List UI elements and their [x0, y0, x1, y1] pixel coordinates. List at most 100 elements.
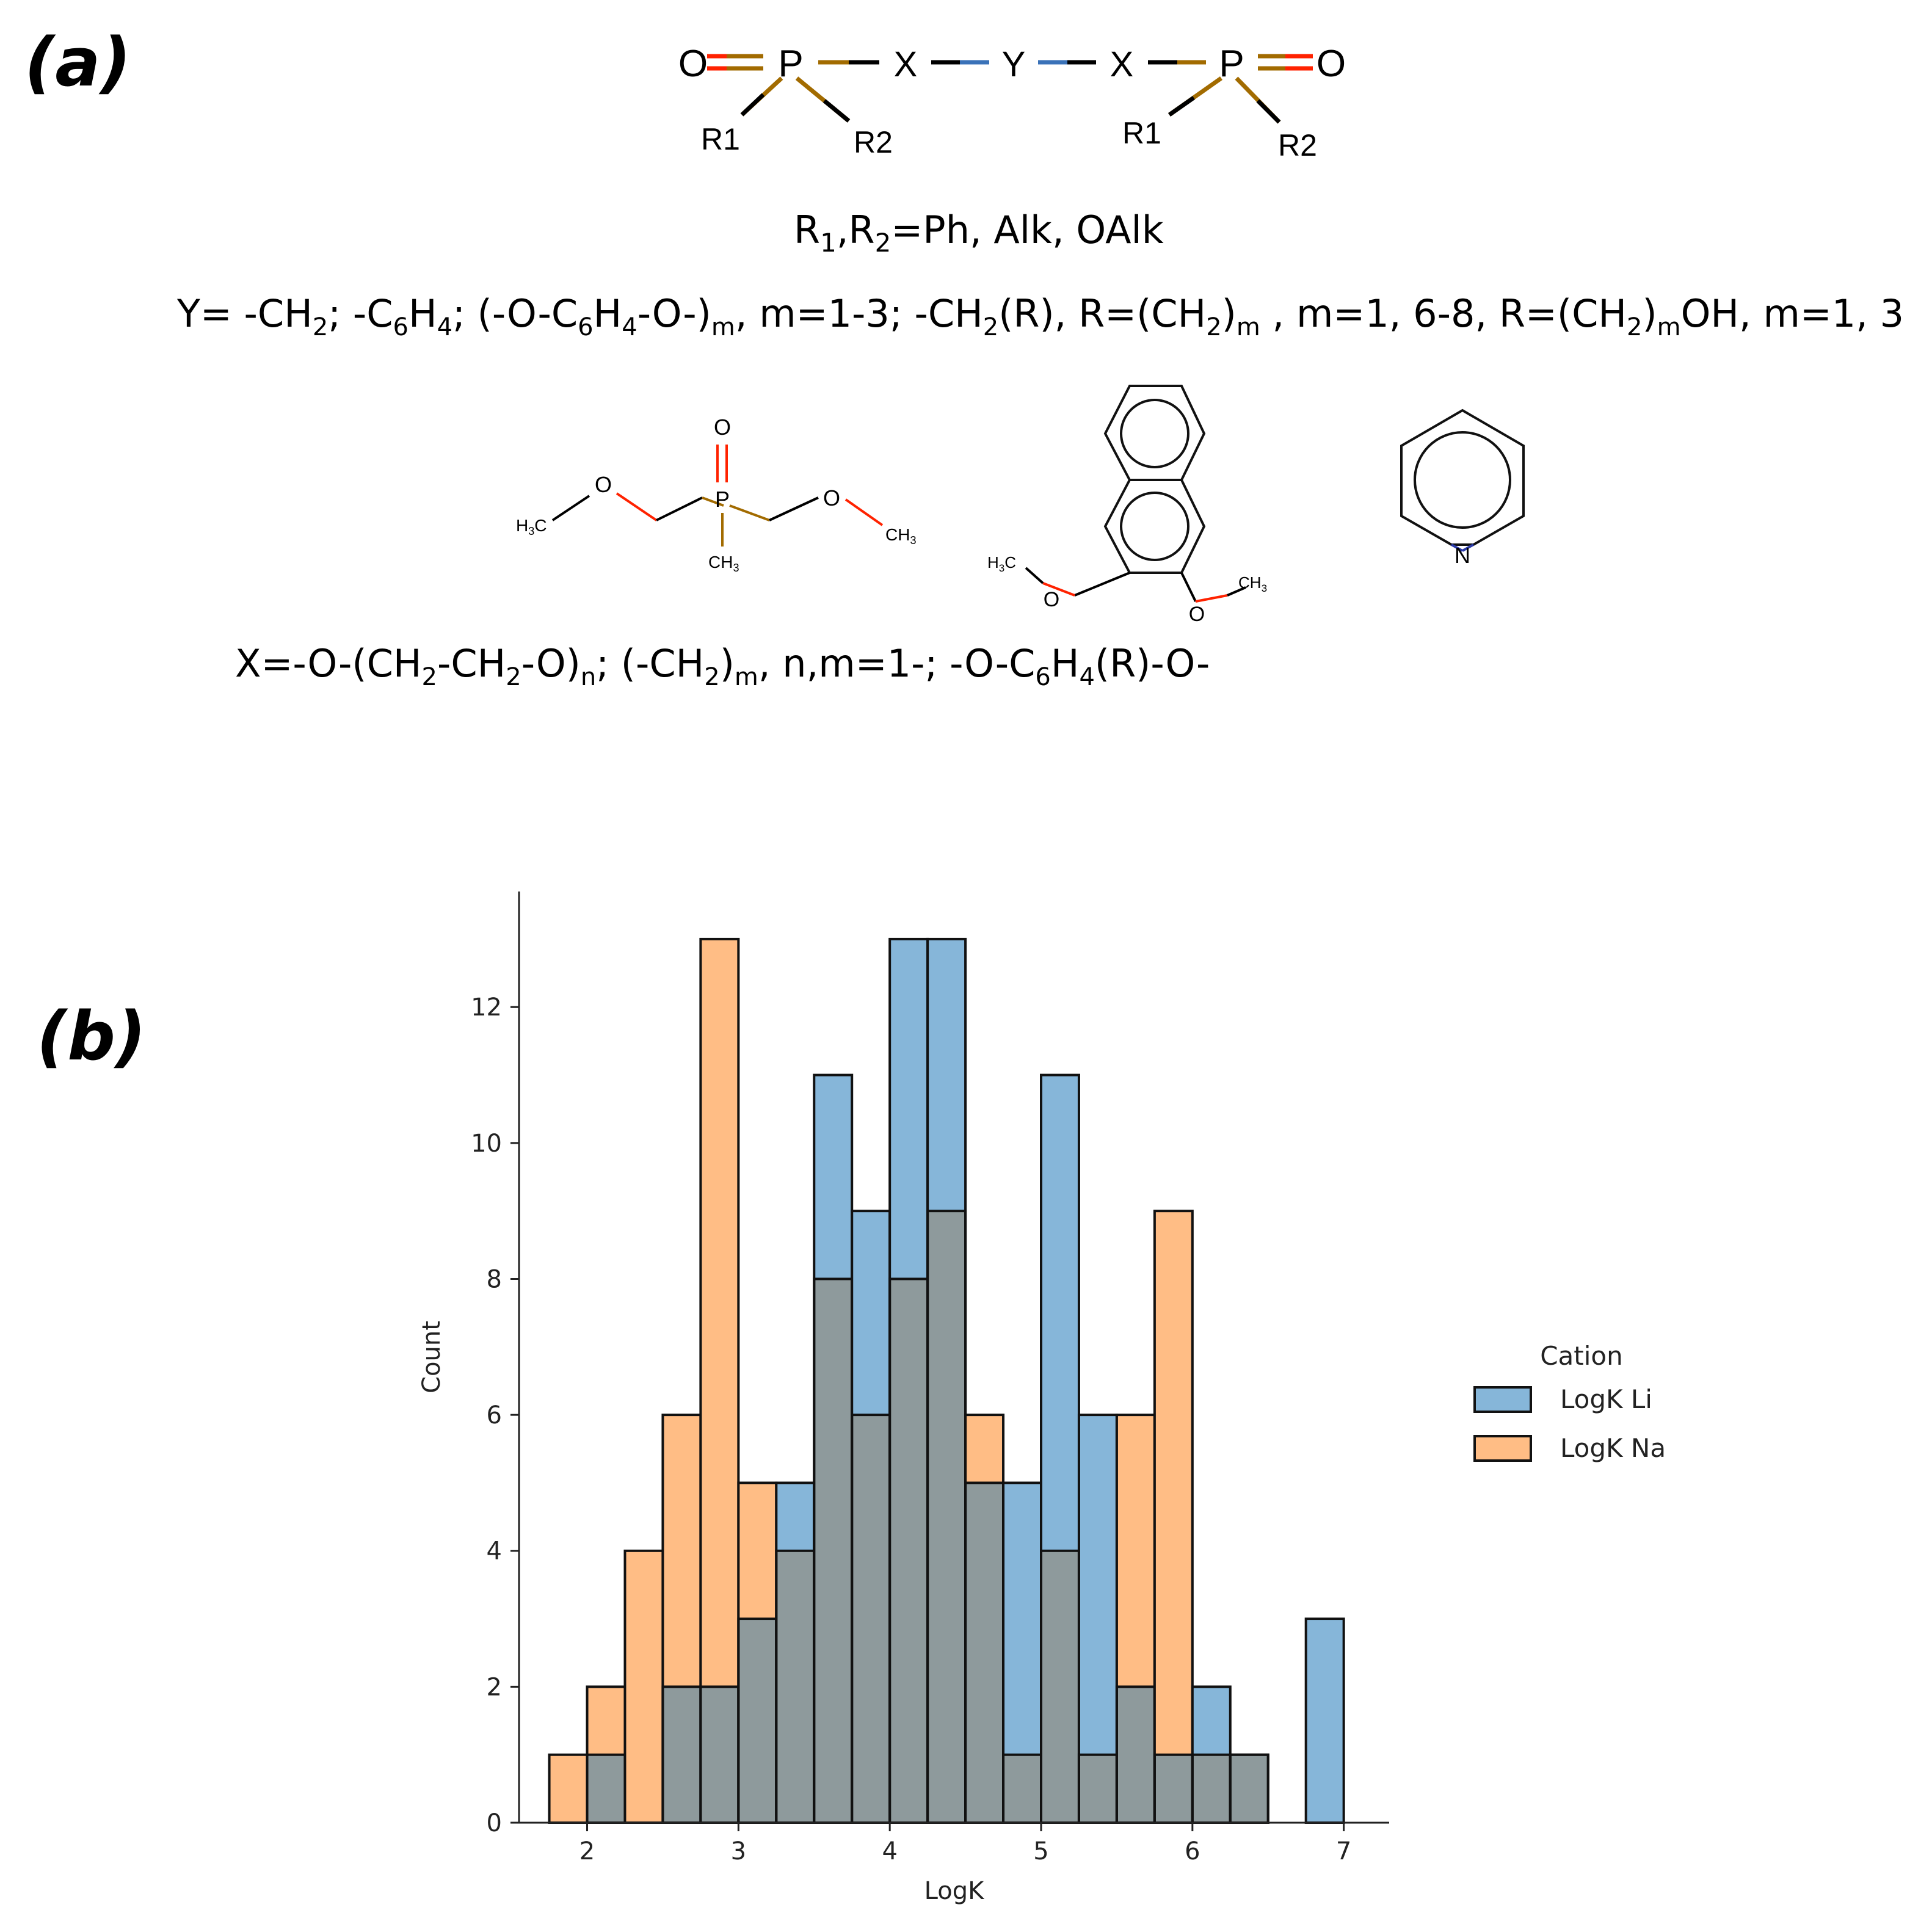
m1-phosphorus: P — [715, 487, 730, 512]
m1-methyl-label: CH3 — [708, 553, 739, 574]
bar-overlap — [700, 1687, 739, 1823]
m3-ring — [1400, 409, 1525, 546]
x-tick-label: 7 — [1336, 1837, 1351, 1865]
bar-na — [1154, 1211, 1193, 1755]
bar-overlap — [776, 1550, 815, 1823]
logk-histogram: 2 3 4 5 6 7 0 2 4 6 8 10 12 LogK Count — [418, 892, 1389, 1905]
legend-label-li: LogK Li — [1560, 1384, 1652, 1414]
y-tick-label: 8 — [487, 1265, 502, 1293]
y-tick-label: 6 — [487, 1401, 502, 1429]
m2-oxygen: O — [1044, 588, 1059, 611]
right-r1-label: R1 — [1122, 116, 1161, 150]
left-phosphorus-atom: P — [778, 43, 803, 85]
y-axis-label: Count — [418, 1321, 446, 1393]
bar-overlap — [1192, 1754, 1230, 1823]
m2-bond — [1042, 582, 1075, 597]
bar-li — [1078, 1415, 1117, 1755]
m1-oxygen: O — [714, 415, 731, 440]
m3-bond — [1462, 543, 1474, 552]
histogram-bars — [548, 937, 1345, 1825]
right-r1-bond-end — [1168, 96, 1196, 117]
right-x-atom: X — [1110, 45, 1134, 84]
right-phosphorus-atom: P — [1219, 43, 1244, 85]
right-r2-bond-end — [1256, 99, 1281, 124]
bar-na — [587, 1687, 625, 1755]
legend-swatch-li — [1473, 1386, 1532, 1413]
bar-li — [928, 939, 966, 1211]
x-tick-label: 3 — [731, 1837, 746, 1865]
m2-bond — [1180, 572, 1197, 602]
m1-oxygen: O — [823, 485, 840, 510]
molecule-dimethoxynaphthalene: O O H3C CH3 — [987, 385, 1267, 626]
y-tick-label: 2 — [487, 1673, 502, 1701]
left-r2-label: R2 — [854, 125, 893, 159]
bar-overlap — [738, 1619, 777, 1823]
y-tick-label: 12 — [471, 993, 502, 1022]
legend-swatch-na — [1473, 1435, 1532, 1462]
m3-nitrogen: N — [1454, 543, 1470, 568]
bar-na — [625, 1550, 663, 1823]
histogram-axes: 2 3 4 5 6 7 0 2 4 6 8 10 12 — [471, 892, 1389, 1865]
bar-li — [852, 1211, 890, 1415]
bar-overlap — [1154, 1754, 1193, 1823]
r-substituent-definition: R1,R2=Ph, Alk, OAlk — [794, 208, 1164, 258]
molecule-phosphine-oxide: O P O O H3C CH3 CH3 — [516, 415, 916, 574]
x-axis-label: LogK — [924, 1877, 985, 1905]
bar-li — [1041, 1075, 1079, 1551]
m1-bond — [702, 496, 724, 507]
bar-overlap — [663, 1687, 701, 1823]
bar-overlap — [1116, 1687, 1155, 1823]
x-linker-definition: X=-O-(CH2-CH2-O)n; (-CH2)m, n,m=1-; -O-C… — [235, 641, 1210, 691]
y-tick-label: 0 — [487, 1809, 502, 1837]
m2-bond — [1074, 572, 1130, 597]
panel-a-label: (a) — [24, 23, 131, 101]
bar-li — [814, 1075, 852, 1279]
bar-li — [1192, 1687, 1230, 1755]
bar-na — [1116, 1415, 1155, 1687]
left-oxygen-atom: O — [678, 43, 708, 85]
m2-methyl-label: CH3 — [1238, 573, 1267, 594]
bar-li — [1003, 1483, 1041, 1755]
bar-na — [663, 1415, 701, 1687]
m1-bond — [616, 492, 658, 521]
m1-bond — [729, 504, 770, 521]
bar-overlap — [814, 1279, 852, 1823]
bar-na — [700, 939, 739, 1687]
m3-aromatic-ring — [1414, 431, 1511, 529]
m3-bond — [1451, 543, 1463, 552]
x-tick-label: 2 — [579, 1837, 595, 1865]
right-r2-label: R2 — [1278, 128, 1317, 162]
y-tick-label: 10 — [471, 1130, 502, 1158]
m1-methyl-label: CH3 — [885, 525, 916, 547]
legend: Cation LogK Li LogK Na — [1473, 1341, 1666, 1463]
bar-overlap — [1003, 1754, 1041, 1823]
bar-overlap — [1041, 1550, 1079, 1823]
bridge-y-atom: Y — [1002, 45, 1026, 84]
panel-b-label: (b) — [37, 997, 146, 1075]
m1-bond — [656, 496, 703, 521]
left-x-atom: X — [894, 45, 918, 84]
m2-bond — [1195, 594, 1228, 603]
m1-bond — [551, 495, 590, 521]
legend-label-na: LogK Na — [1560, 1433, 1666, 1463]
bar-overlap — [928, 1211, 966, 1823]
m2-aromatic-ring — [1120, 492, 1189, 561]
m2-bond — [1025, 567, 1044, 584]
x-tick-label: 6 — [1185, 1837, 1200, 1865]
bar-li — [1306, 1619, 1344, 1823]
x-tick-label: 4 — [882, 1837, 897, 1865]
bar-na — [549, 1754, 587, 1823]
bar-na — [738, 1483, 777, 1619]
m2-bond — [1227, 586, 1246, 597]
left-r1-label: R1 — [701, 122, 740, 156]
y-tick-label: 4 — [487, 1538, 502, 1566]
bisphosphine-oxide-scheme: O P X Y X P O R1 R2 R1 R2 — [678, 43, 1346, 162]
bar-overlap — [890, 1279, 928, 1823]
right-oxygen-atom: O — [1316, 43, 1346, 85]
m1-oxygen: O — [595, 472, 612, 497]
m1-bond — [769, 496, 819, 521]
m1-methyl-label: H3C — [516, 516, 547, 537]
bar-li — [890, 939, 928, 1279]
bar-na — [965, 1415, 1004, 1483]
